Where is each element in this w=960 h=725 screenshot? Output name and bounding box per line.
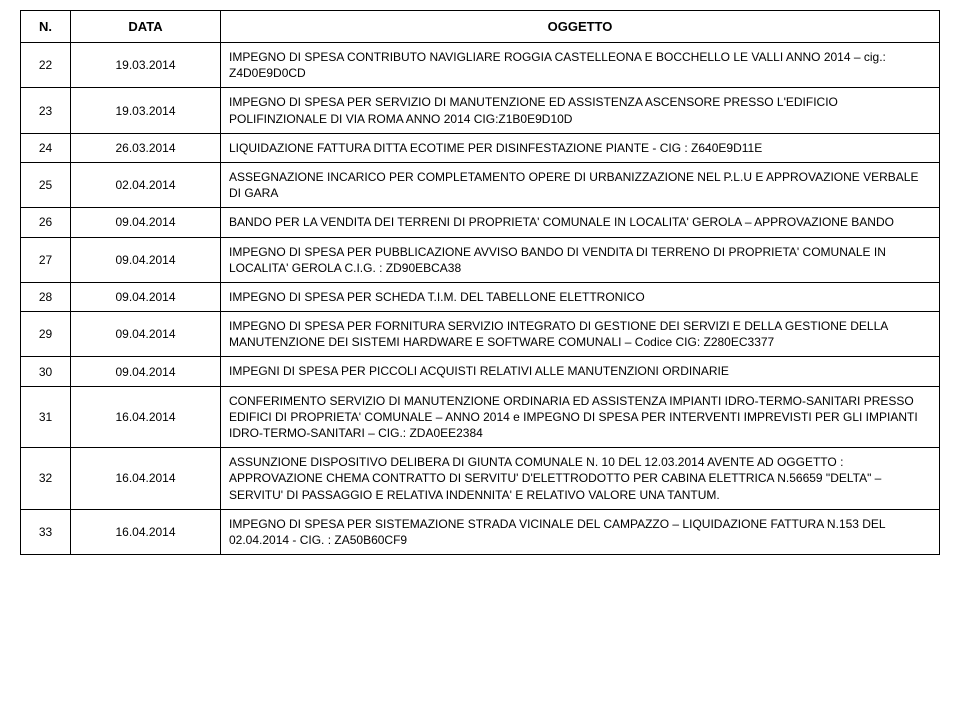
cell-n: 31 bbox=[21, 386, 71, 448]
cell-oggetto: IMPEGNO DI SPESA PER SERVIZIO DI MANUTEN… bbox=[221, 88, 940, 133]
cell-data: 02.04.2014 bbox=[71, 162, 221, 207]
cell-data: 09.04.2014 bbox=[71, 282, 221, 311]
col-header-n: N. bbox=[21, 11, 71, 43]
table-row: 31 16.04.2014 CONFERIMENTO SERVIZIO DI M… bbox=[21, 386, 940, 448]
cell-data: 09.04.2014 bbox=[71, 312, 221, 357]
cell-n: 33 bbox=[21, 509, 71, 554]
table-row: 27 09.04.2014 IMPEGNO DI SPESA PER PUBBL… bbox=[21, 237, 940, 282]
cell-oggetto: IMPEGNO DI SPESA PER PUBBLICAZIONE AVVIS… bbox=[221, 237, 940, 282]
cell-oggetto: BANDO PER LA VENDITA DEI TERRENI DI PROP… bbox=[221, 208, 940, 237]
table-row: 30 09.04.2014 IMPEGNI DI SPESA PER PICCO… bbox=[21, 357, 940, 386]
cell-data: 19.03.2014 bbox=[71, 88, 221, 133]
table-body: 22 19.03.2014 IMPEGNO DI SPESA CONTRIBUT… bbox=[21, 43, 940, 555]
table-row: 25 02.04.2014 ASSEGNAZIONE INCARICO PER … bbox=[21, 162, 940, 207]
cell-data: 16.04.2014 bbox=[71, 509, 221, 554]
cell-n: 24 bbox=[21, 133, 71, 162]
cell-data: 16.04.2014 bbox=[71, 386, 221, 448]
page: N. DATA OGGETTO 22 19.03.2014 IMPEGNO DI… bbox=[0, 0, 960, 575]
col-header-oggetto: OGGETTO bbox=[221, 11, 940, 43]
table-header: N. DATA OGGETTO bbox=[21, 11, 940, 43]
cell-data: 16.04.2014 bbox=[71, 448, 221, 510]
table-row: 29 09.04.2014 IMPEGNO DI SPESA PER FORNI… bbox=[21, 312, 940, 357]
cell-data: 26.03.2014 bbox=[71, 133, 221, 162]
cell-oggetto: IMPEGNO DI SPESA PER FORNITURA SERVIZIO … bbox=[221, 312, 940, 357]
cell-n: 28 bbox=[21, 282, 71, 311]
table-row: 32 16.04.2014 ASSUNZIONE DISPOSITIVO DEL… bbox=[21, 448, 940, 510]
table-row: 23 19.03.2014 IMPEGNO DI SPESA PER SERVI… bbox=[21, 88, 940, 133]
cell-n: 32 bbox=[21, 448, 71, 510]
cell-n: 25 bbox=[21, 162, 71, 207]
cell-data: 09.04.2014 bbox=[71, 208, 221, 237]
cell-n: 30 bbox=[21, 357, 71, 386]
table-row: 26 09.04.2014 BANDO PER LA VENDITA DEI T… bbox=[21, 208, 940, 237]
table-row: 24 26.03.2014 LIQUIDAZIONE FATTURA DITTA… bbox=[21, 133, 940, 162]
cell-data: 09.04.2014 bbox=[71, 357, 221, 386]
table-row: 33 16.04.2014 IMPEGNO DI SPESA PER SISTE… bbox=[21, 509, 940, 554]
cell-n: 26 bbox=[21, 208, 71, 237]
cell-n: 23 bbox=[21, 88, 71, 133]
cell-oggetto: ASSEGNAZIONE INCARICO PER COMPLETAMENTO … bbox=[221, 162, 940, 207]
cell-oggetto: ASSUNZIONE DISPOSITIVO DELIBERA DI GIUNT… bbox=[221, 448, 940, 510]
cell-data: 09.04.2014 bbox=[71, 237, 221, 282]
cell-data: 19.03.2014 bbox=[71, 43, 221, 88]
cell-oggetto: IMPEGNO DI SPESA CONTRIBUTO NAVIGLIARE R… bbox=[221, 43, 940, 88]
cell-oggetto: IMPEGNO DI SPESA PER SISTEMAZIONE STRADA… bbox=[221, 509, 940, 554]
cell-oggetto: CONFERIMENTO SERVIZIO DI MANUTENZIONE OR… bbox=[221, 386, 940, 448]
cell-oggetto: IMPEGNO DI SPESA PER SCHEDA T.I.M. DEL T… bbox=[221, 282, 940, 311]
cell-n: 29 bbox=[21, 312, 71, 357]
cell-oggetto: IMPEGNI DI SPESA PER PICCOLI ACQUISTI RE… bbox=[221, 357, 940, 386]
cell-n: 22 bbox=[21, 43, 71, 88]
cell-oggetto: LIQUIDAZIONE FATTURA DITTA ECOTIME PER D… bbox=[221, 133, 940, 162]
resolutions-table: N. DATA OGGETTO 22 19.03.2014 IMPEGNO DI… bbox=[20, 10, 940, 555]
col-header-data: DATA bbox=[71, 11, 221, 43]
table-row: 22 19.03.2014 IMPEGNO DI SPESA CONTRIBUT… bbox=[21, 43, 940, 88]
cell-n: 27 bbox=[21, 237, 71, 282]
table-row: 28 09.04.2014 IMPEGNO DI SPESA PER SCHED… bbox=[21, 282, 940, 311]
